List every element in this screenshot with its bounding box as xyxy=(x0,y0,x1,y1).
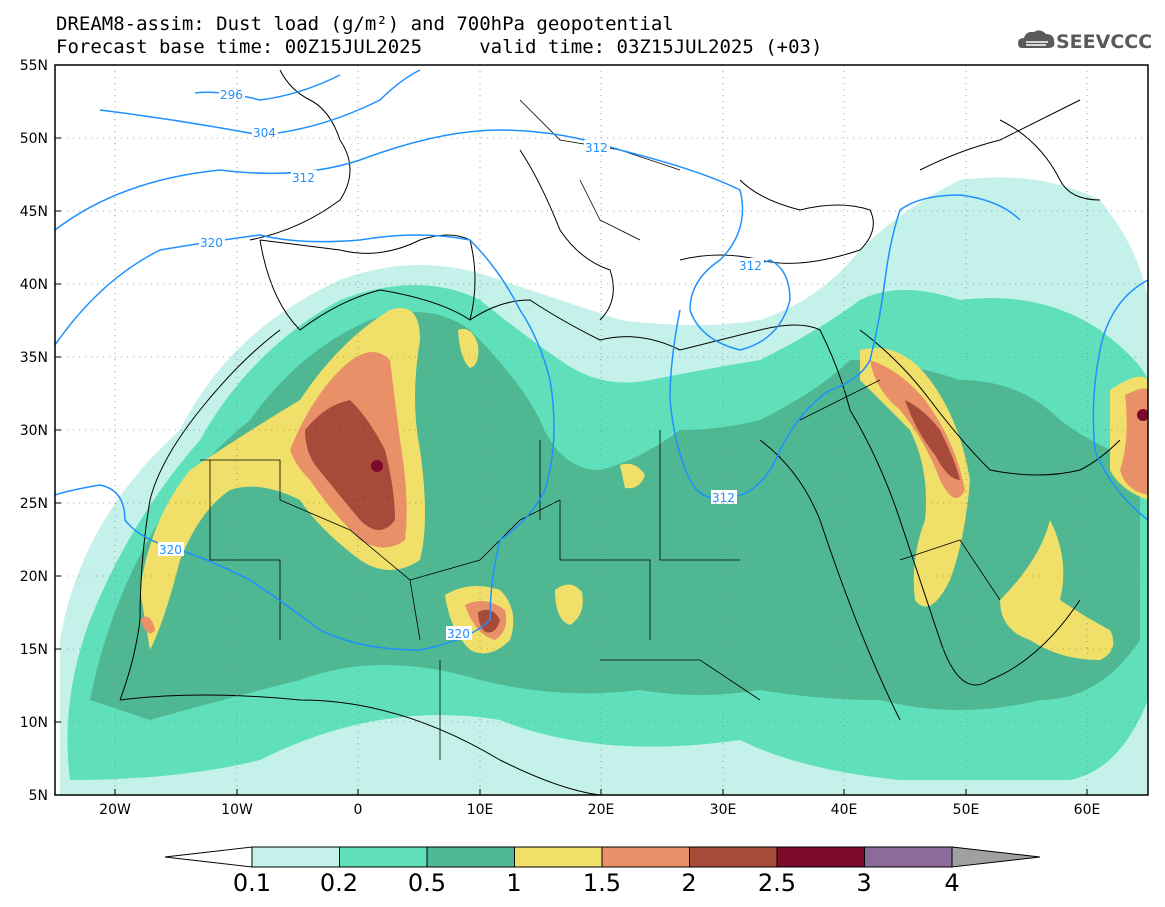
lat-label: 10N xyxy=(20,715,48,731)
colorbar-label: 0.1 xyxy=(233,869,271,897)
colorbar-box xyxy=(601,846,690,868)
dust-patch-coast-orange xyxy=(140,616,155,634)
colorbar-box xyxy=(864,846,953,868)
colorbar-high-arrow xyxy=(951,846,1041,868)
colorbar-box xyxy=(514,846,603,868)
lat-label: 50N xyxy=(20,131,48,147)
longitude-labels: 20W 10W 0 10E 20E 30E 40E 50E 60E xyxy=(99,802,1100,818)
contour-label: 312 xyxy=(712,491,735,505)
map-title: DREAM8-assim: Dust load (g/m²) and 700hP… xyxy=(56,13,674,35)
contour-label: 320 xyxy=(447,627,470,641)
colorbar-box xyxy=(776,846,865,868)
gridlines xyxy=(55,65,1148,795)
lat-label: 15N xyxy=(20,642,48,658)
colorbar-box xyxy=(689,846,778,868)
lat-label: 30N xyxy=(20,423,48,439)
contour-label: 312 xyxy=(292,171,315,185)
colorbar-box xyxy=(251,846,340,868)
contour-label: 320 xyxy=(159,543,182,557)
colorbar-label: 1.5 xyxy=(583,869,621,897)
dust-band-2 xyxy=(305,400,395,530)
colorbar-low-arrow xyxy=(164,846,253,868)
seevccc-cloud-logo-icon xyxy=(1018,30,1055,48)
dust-fields xyxy=(55,65,1148,795)
lat-label: 35N xyxy=(20,350,48,366)
lon-label: 20W xyxy=(99,802,131,818)
colorbar-label: 4 xyxy=(944,869,959,897)
contour-label: 296 xyxy=(220,88,243,102)
dust-patch-gulf-yellow xyxy=(860,348,970,607)
lon-label: 10E xyxy=(467,802,494,818)
colorbar-label: 2 xyxy=(681,869,696,897)
lon-label: 20E xyxy=(588,802,615,818)
contour-label: 312 xyxy=(585,141,608,155)
colorbar-label: 2.5 xyxy=(758,869,796,897)
colorbar-box xyxy=(339,846,428,868)
lon-label: 10W xyxy=(221,802,253,818)
colorbar-label: 0.5 xyxy=(408,869,446,897)
dust-patch-chad-yellow xyxy=(555,584,583,625)
contour-labels: 296 304 312 320 312 312 312 320 320 xyxy=(158,87,764,641)
latitude-labels: 55N 50N 45N 40N 35N 30N 25N 20N 15N 10N … xyxy=(20,58,48,804)
lon-label: 60E xyxy=(1074,802,1101,818)
lat-label: 45N xyxy=(20,204,48,220)
dust-max-iran xyxy=(1137,409,1148,421)
lat-label: 40N xyxy=(20,277,48,293)
logo-text: SEEVCCC xyxy=(1056,31,1153,53)
colorbar-boxes xyxy=(251,846,953,868)
colorbar: 0.1 0.2 0.5 1 1.5 2 2.5 3 4 xyxy=(164,846,1041,897)
lat-label: 20N xyxy=(20,569,48,585)
dust-patch-egypt-yellow xyxy=(620,463,645,489)
dust-max-sahara xyxy=(371,460,383,472)
lon-label: 30E xyxy=(710,802,737,818)
coastlines xyxy=(119,69,1121,795)
tick-marks xyxy=(55,64,1088,795)
dust-patch-oman-yellow xyxy=(1000,520,1114,660)
dust-patch-gulf-red xyxy=(905,400,960,480)
lon-label: 50E xyxy=(953,802,980,818)
colorbar-box xyxy=(426,846,515,868)
contour-label: 304 xyxy=(253,126,276,140)
lon-label: 0 xyxy=(354,802,363,818)
forecast-time-line: Forecast base time: 00Z15JUL2025 valid t… xyxy=(56,36,823,58)
colorbar-label: 3 xyxy=(856,869,871,897)
contour-label: 320 xyxy=(200,236,223,250)
colorbar-label: 0.2 xyxy=(320,869,358,897)
contour-label: 312 xyxy=(739,259,762,273)
lon-label: 40E xyxy=(831,802,858,818)
lat-label: 5N xyxy=(29,788,48,804)
dust-patch-tunisia-yellow xyxy=(458,329,479,368)
lat-label: 55N xyxy=(20,58,48,74)
lat-label: 25N xyxy=(20,496,48,512)
colorbar-label: 1 xyxy=(506,869,521,897)
